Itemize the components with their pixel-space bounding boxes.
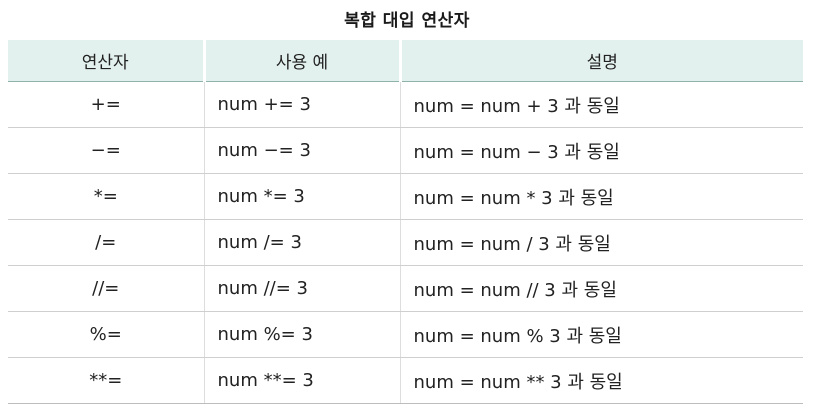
description-cell: num = num / 3 과 동일 — [399, 219, 803, 266]
example-cell: num −= 3 — [203, 127, 400, 174]
header-operator: 연산자 — [8, 40, 204, 82]
table-body: += num += 3 num = num + 3 과 동일 −= num −=… — [8, 81, 803, 404]
table-row: −= num −= 3 num = num − 3 과 동일 — [8, 127, 803, 174]
table-row: **= num **= 3 num = num ** 3 과 동일 — [8, 357, 803, 404]
operator-cell: /= — [8, 219, 204, 266]
operator-cell: **= — [8, 357, 204, 404]
operator-cell: //= — [8, 265, 204, 312]
description-cell: num = num // 3 과 동일 — [399, 265, 803, 312]
table-row: /= num /= 3 num = num / 3 과 동일 — [8, 219, 803, 266]
example-cell: num **= 3 — [203, 357, 400, 404]
example-cell: num += 3 — [203, 81, 400, 128]
table-title: 복합 대입 연산자 — [344, 11, 470, 31]
description-cell: num = num ** 3 과 동일 — [399, 357, 803, 404]
table-row: += num += 3 num = num + 3 과 동일 — [8, 81, 803, 128]
description-cell: num = num % 3 과 동일 — [399, 311, 803, 358]
header-description: 설명 — [398, 40, 803, 82]
example-cell: num /= 3 — [203, 219, 400, 266]
example-cell: num *= 3 — [203, 173, 400, 220]
header-row: 연산자 사용 예 설명 — [8, 40, 803, 82]
compound-assignment-table: 연산자 사용 예 설명 += num += 3 num = num + 3 과 … — [8, 40, 803, 404]
header-example: 사용 예 — [202, 40, 400, 82]
example-cell: num %= 3 — [203, 311, 400, 358]
example-cell: num //= 3 — [203, 265, 400, 312]
operator-cell: *= — [8, 173, 204, 220]
table-row: %= num %= 3 num = num % 3 과 동일 — [8, 311, 803, 358]
operator-cell: −= — [8, 127, 204, 174]
table-row: //= num //= 3 num = num // 3 과 동일 — [8, 265, 803, 312]
table-row: *= num *= 3 num = num * 3 과 동일 — [8, 173, 803, 220]
operator-cell: += — [8, 81, 204, 128]
operator-cell: %= — [8, 311, 204, 358]
table-header: 연산자 사용 예 설명 — [8, 40, 803, 82]
description-cell: num = num − 3 과 동일 — [399, 127, 803, 174]
description-cell: num = num * 3 과 동일 — [399, 173, 803, 220]
description-cell: num = num + 3 과 동일 — [399, 81, 803, 128]
